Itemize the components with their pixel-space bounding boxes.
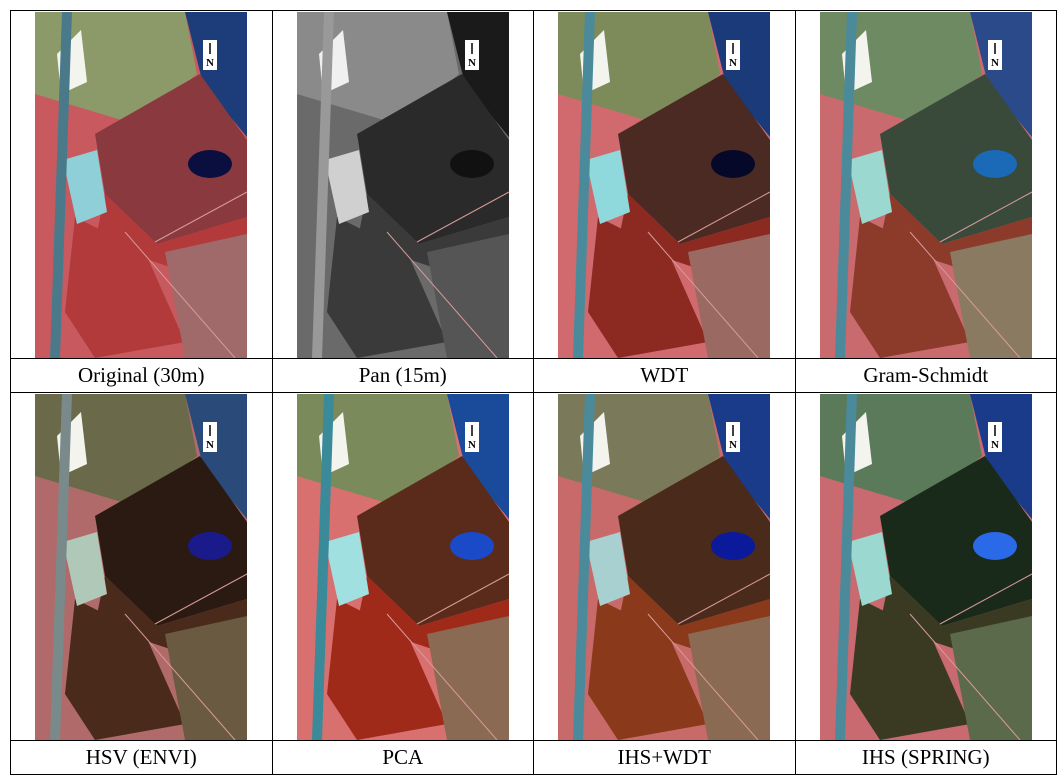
satellite-image: N [35,12,247,358]
north-label: N [206,57,214,69]
water [711,532,755,560]
caption: IHS (SPRING) [795,741,1057,775]
image-cell: N [795,11,1057,359]
caption: WDT [534,359,796,393]
water [188,532,232,560]
north-label: N [206,439,214,451]
caption: IHS+WDT [534,741,796,775]
satellite-image: N [558,394,770,740]
image-cell: N [11,393,273,741]
water [973,150,1017,178]
satellite-image: N [820,12,1032,358]
page: {"figure": {"north_label": "N", "panels"… [0,0,1059,771]
north-label: N [468,57,476,69]
caption: HSV (ENVI) [11,741,273,775]
caption: Gram-Schmidt [795,359,1057,393]
image-cell: N [534,11,796,359]
north-label: N [991,57,999,69]
satellite-image: N [558,12,770,358]
water [450,150,494,178]
north-label: N [729,439,737,451]
image-cell: N [534,393,796,741]
satellite-image: N [297,394,509,740]
north-label: N [468,439,476,451]
water [450,532,494,560]
water [973,532,1017,560]
satellite-image: N [820,394,1032,740]
north-label: N [991,439,999,451]
water [188,150,232,178]
caption: Pan (15m) [272,359,534,393]
image-cell: N [272,11,534,359]
water [711,150,755,178]
north-label: N [729,57,737,69]
caption: Original (30m) [11,359,273,393]
satellite-image: N [297,12,509,358]
caption: PCA [272,741,534,775]
image-cell: N [11,11,273,359]
satellite-image: N [35,394,247,740]
image-cell: N [795,393,1057,741]
image-cell: N [272,393,534,741]
